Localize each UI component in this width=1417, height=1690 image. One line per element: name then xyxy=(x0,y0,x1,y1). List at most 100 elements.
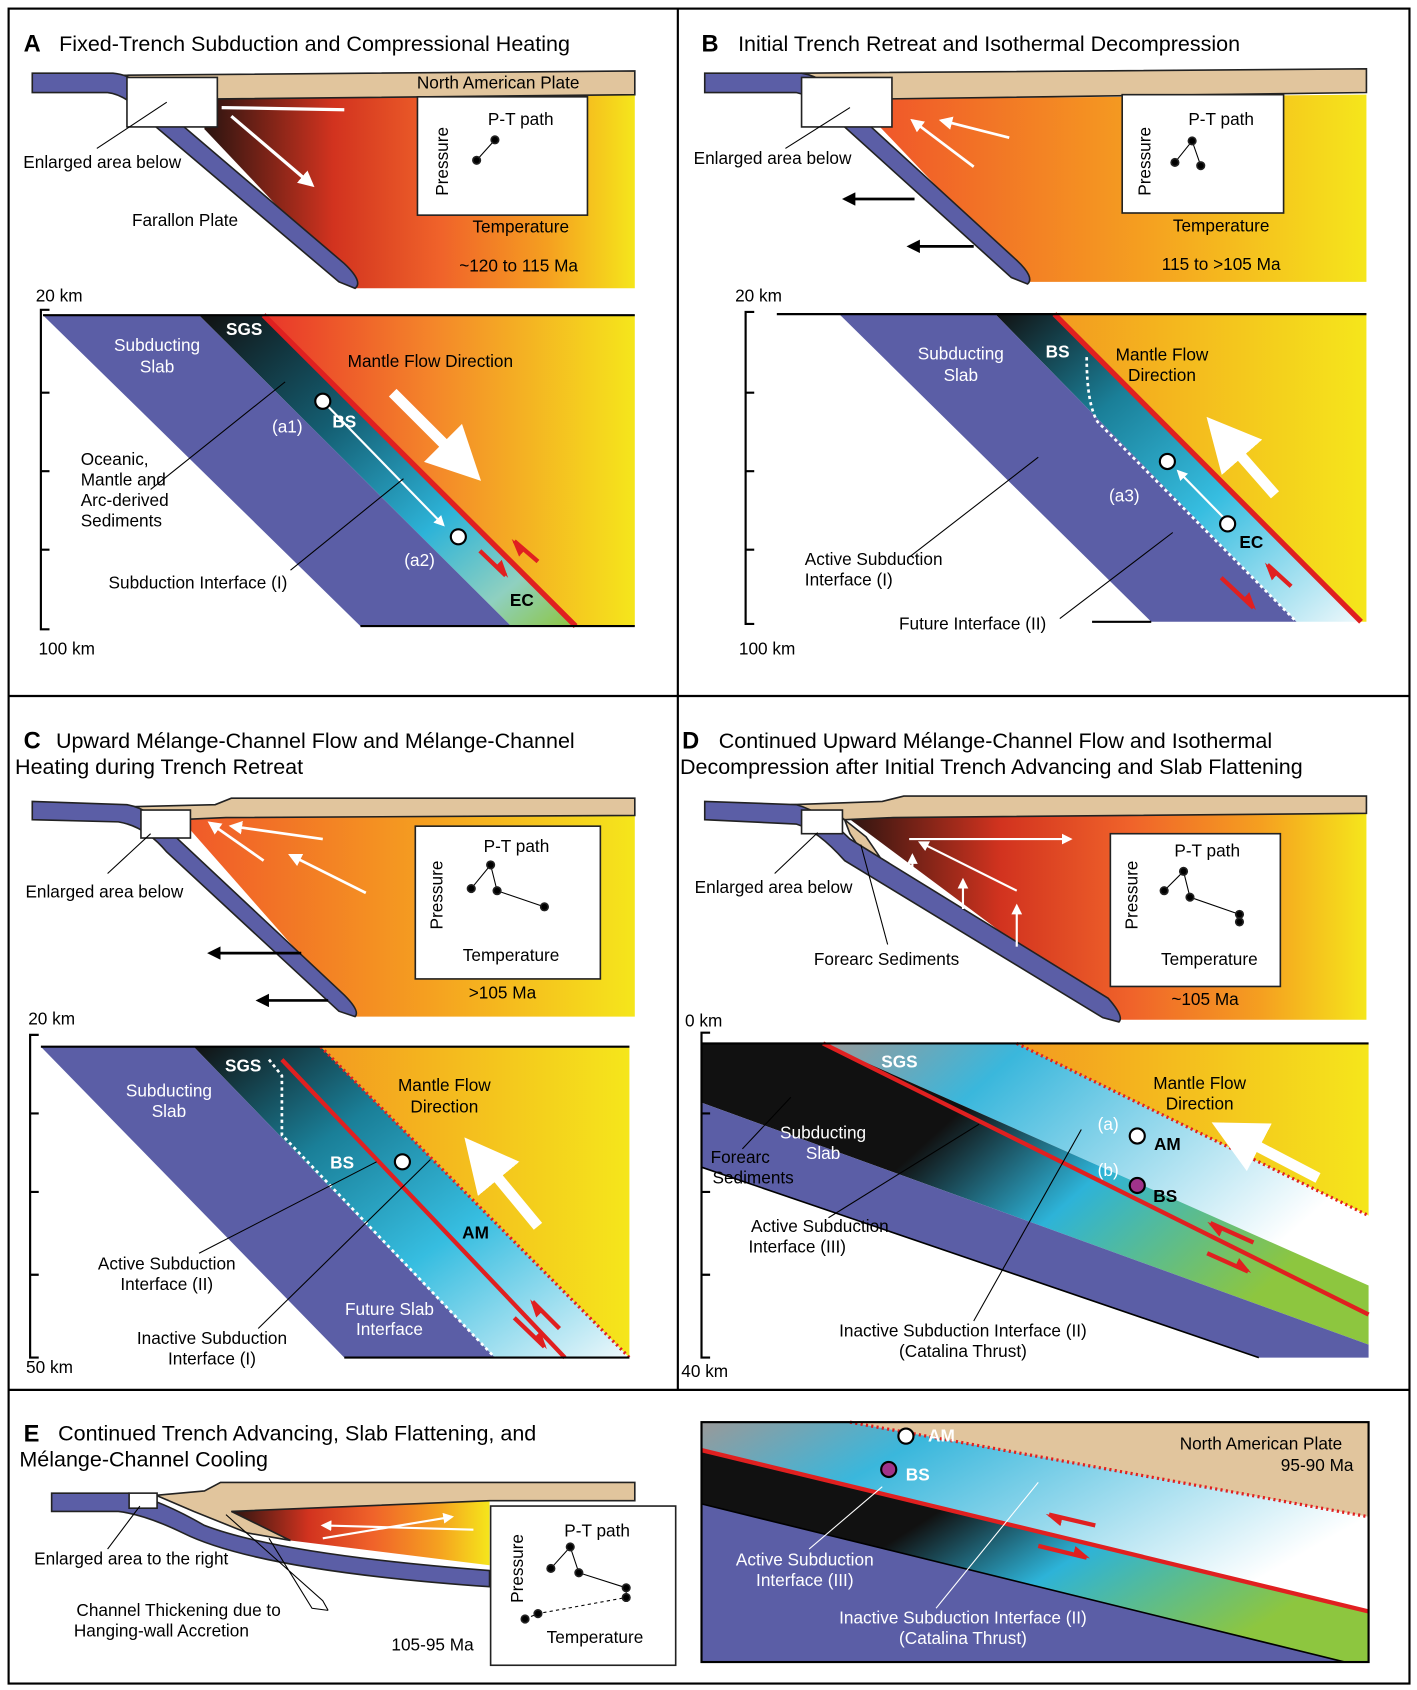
c-inset-title: P-T path xyxy=(484,836,550,856)
b-enlarged: Enlarged area below xyxy=(694,148,852,168)
b-inset-y-label: Pressure xyxy=(1134,127,1154,196)
b-labels-bs: BS xyxy=(1046,341,1070,361)
e-labels-active: Active Subduction xyxy=(736,1549,874,1569)
b-labels-flow: Direction xyxy=(1128,365,1196,385)
b-labels-a3: (a3) xyxy=(1109,486,1140,506)
e-inset-x-label: Temperature xyxy=(547,1627,644,1647)
e-labels-inactive: Inactive Subduction Interface (II) xyxy=(839,1608,1087,1628)
e-letter: E xyxy=(24,1421,40,1447)
d-depth-bottom: 40 km xyxy=(681,1361,728,1381)
b-labels-slab: Slab xyxy=(944,365,978,385)
d-letter: D xyxy=(682,729,699,755)
c-inset-y-label: Pressure xyxy=(426,861,446,930)
b-title: Initial Trench Retreat and Isothermal De… xyxy=(738,32,1240,56)
e-labels-age: 95-90 Ma xyxy=(1281,1455,1354,1475)
d-labels-inactive: Inactive Subduction Interface (II) xyxy=(839,1320,1087,1340)
a-labels-flow: Mantle Flow Direction xyxy=(348,351,513,371)
a-enlarged: Enlarged area below xyxy=(23,152,181,172)
e-title: Mélange-Channel Cooling xyxy=(19,1448,268,1472)
d-labels-inactive: (Catalina Thrust) xyxy=(899,1341,1027,1361)
d-age: ~105 Ma xyxy=(1171,989,1239,1009)
d-labels-forearc: Sediments xyxy=(713,1168,794,1188)
d-labels-bs: BS xyxy=(1153,1186,1177,1206)
b-inset-x-label: Temperature xyxy=(1173,216,1270,236)
b-age: 115 to >105 Ma xyxy=(1162,254,1281,274)
panel-d-lower xyxy=(702,1033,1369,1358)
d-forearc: Forearc Sediments xyxy=(814,949,959,969)
d-labels-b: (b) xyxy=(1098,1160,1119,1180)
c-letter: C xyxy=(24,729,41,755)
e-thickening: Hanging-wall Accretion xyxy=(74,1620,249,1640)
b-inset-title: P-T path xyxy=(1188,109,1254,129)
e-title: Continued Trench Advancing, Slab Flatten… xyxy=(58,1422,536,1446)
c-labels-am: AM xyxy=(462,1222,489,1242)
c-labels-inactive: Interface (I) xyxy=(168,1348,256,1368)
panel-c-upper xyxy=(32,798,635,1016)
c-labels-flow: Direction xyxy=(410,1097,478,1117)
e-labels-bs: BS xyxy=(906,1464,930,1484)
c-labels-active: Active Subduction xyxy=(98,1254,236,1274)
panel-d-upper xyxy=(705,796,1367,1022)
a-labels-slab: Slab xyxy=(140,356,174,376)
a-slab-plate: Farallon Plate xyxy=(132,210,238,230)
c-labels-sgs: SGS xyxy=(225,1056,261,1076)
a-letter: A xyxy=(24,31,41,57)
b-labels-slab: Subducting xyxy=(918,344,1004,364)
a-labels-sgs: SGS xyxy=(226,319,262,339)
e-inset-title: P-T path xyxy=(564,1520,630,1540)
e-inset-y-label: Pressure xyxy=(507,1534,527,1603)
d-labels-am: AM xyxy=(1154,1134,1181,1154)
d-labels-active: Active Subduction xyxy=(751,1216,889,1236)
b-depth-bottom: 100 km xyxy=(739,638,795,658)
d-title: Decompression after Initial Trench Advan… xyxy=(680,755,1303,779)
d-labels-flow: Mantle Flow xyxy=(1153,1073,1246,1093)
c-labels-flow: Mantle Flow xyxy=(398,1075,491,1095)
c-enlarged: Enlarged area below xyxy=(25,881,183,901)
a-depth-top: 20 km xyxy=(36,285,83,305)
b-labels-active: Interface (I) xyxy=(805,569,893,589)
a-plate: North American Plate xyxy=(417,72,580,92)
b-labels-future: Future Interface (II) xyxy=(899,614,1046,634)
b-labels-ec: EC xyxy=(1239,532,1263,552)
d-enlarged: Enlarged area below xyxy=(695,877,853,897)
a-labels-interface: Subduction Interface (I) xyxy=(109,573,288,593)
c-inset-x-label: Temperature xyxy=(463,945,560,965)
a-age: ~120 to 115 Ma xyxy=(459,255,578,275)
e-labels-inactive: (Catalina Thrust) xyxy=(899,1628,1027,1648)
d-inset-x-label: Temperature xyxy=(1161,949,1258,969)
a-labels-slab: Subducting xyxy=(114,335,200,355)
panel-c-lower xyxy=(30,1035,629,1358)
c-labels-future: Future Slab xyxy=(345,1299,434,1319)
c-labels-slab: Subducting xyxy=(126,1080,212,1100)
d-labels-sgs: SGS xyxy=(881,1051,917,1071)
c-depth-top: 20 km xyxy=(28,1008,75,1028)
a-labels-sediments: Arc-derived xyxy=(81,490,169,510)
a-depth-bottom: 100 km xyxy=(38,638,94,658)
page: {"panels": { "a": {"letter": "A", "title… xyxy=(0,0,1417,1690)
c-depth-bottom: 50 km xyxy=(26,1357,73,1377)
d-labels-active: Interface (III) xyxy=(749,1236,847,1256)
c-age: >105 Ma xyxy=(469,983,537,1003)
a-labels-sediments: Sediments xyxy=(81,510,162,530)
a-inset-title: P-T path xyxy=(488,109,554,129)
c-title: Heating during Trench Retreat xyxy=(15,755,303,779)
c-labels-slab: Slab xyxy=(152,1101,186,1121)
a-labels-bs: BS xyxy=(332,411,356,431)
d-labels-forearc: Forearc xyxy=(711,1147,771,1167)
c-labels-future: Interface xyxy=(356,1319,423,1339)
c-title: Upward Mélange-Channel Flow and Mélange-… xyxy=(56,729,575,753)
d-depth-top: 0 km xyxy=(685,1011,722,1031)
e-age: 105-95 Ma xyxy=(391,1634,474,1654)
d-labels-slab: Subducting xyxy=(780,1122,866,1142)
e-thickening: Channel Thickening due to xyxy=(76,1600,280,1620)
a-title: Fixed-Trench Subduction and Compressiona… xyxy=(59,32,570,56)
a-labels-ec: EC xyxy=(510,590,534,610)
d-title: Continued Upward Mélange-Channel Flow an… xyxy=(719,729,1272,753)
d-labels-flow: Direction xyxy=(1166,1093,1234,1113)
d-inset-title: P-T path xyxy=(1174,841,1240,861)
d-labels-a: (a) xyxy=(1098,1114,1119,1134)
b-labels-flow: Mantle Flow xyxy=(1116,345,1209,365)
e-labels-am: AM xyxy=(928,1426,955,1446)
a-labels-sediments: Mantle and xyxy=(81,469,166,489)
b-labels-active: Active Subduction xyxy=(805,549,943,569)
